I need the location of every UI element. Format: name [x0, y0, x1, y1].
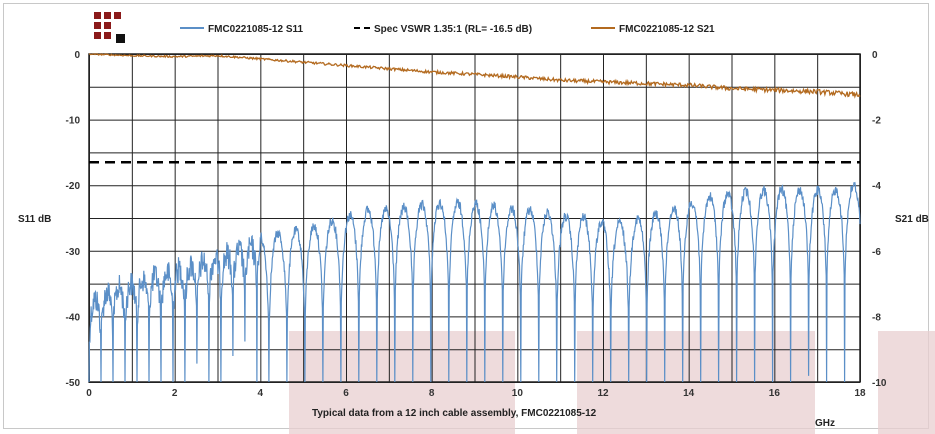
watermark-block: [878, 331, 935, 434]
x-tick-label: 18: [854, 388, 866, 399]
legend: FMC0221085-12 S11 Spec VSWR 1.35:1 (RL= …: [180, 24, 715, 35]
x-tick-label: 6: [343, 388, 349, 399]
y-left-axis-title: S11 dB: [18, 214, 51, 225]
grid: [88, 53, 861, 383]
y-left-tick-label: -30: [66, 247, 81, 258]
x-tick-label: 16: [769, 388, 781, 399]
y-left-tick-label: -50: [66, 378, 81, 389]
x-tick-label: 14: [683, 388, 695, 399]
legend-label-s21: FMC0221085-12 S21: [619, 24, 715, 35]
x-tick-label: 10: [512, 388, 524, 399]
x-axis-unit-label: GHz: [815, 418, 835, 429]
y-right-tick-label: -10: [872, 378, 887, 389]
x-tick-label: 12: [597, 388, 609, 399]
company-logo: [94, 12, 125, 43]
x-tick-label: 4: [258, 388, 264, 399]
s11-series-line: [88, 181, 861, 383]
legend-label-s11: FMC0221085-12 S11: [208, 24, 304, 35]
y-left-tick-labels: 0 -10 -20 -30 -40 -50: [66, 50, 81, 389]
y-right-tick-label: -6: [872, 247, 881, 258]
y-left-tick-label: -10: [66, 116, 81, 127]
y-left-tick-label: -40: [66, 312, 81, 323]
y-right-tick-label: -8: [872, 312, 881, 323]
x-tick-label: 2: [172, 388, 178, 399]
y-left-tick-label: -20: [66, 181, 81, 192]
y-right-tick-label: 0: [872, 50, 878, 61]
s21-series-line: [88, 53, 861, 99]
legend-label-spec: Spec VSWR 1.35:1 (RL= -16.5 dB): [374, 24, 532, 35]
x-tick-labels: 0 2 4 6 8 10 12 14 16 18: [86, 388, 866, 399]
y-right-axis-title: S21 dB: [895, 214, 929, 225]
y-right-tick-labels: 0 -2 -4 -6 -8 -10: [872, 50, 887, 389]
y-right-tick-label: -2: [872, 116, 881, 127]
chart-caption: Typical data from a 12 inch cable assemb…: [312, 408, 597, 419]
y-right-tick-label: -4: [872, 181, 881, 192]
y-left-tick-label: 0: [74, 50, 80, 61]
x-tick-label: 8: [429, 388, 435, 399]
x-tick-label: 0: [86, 388, 92, 399]
